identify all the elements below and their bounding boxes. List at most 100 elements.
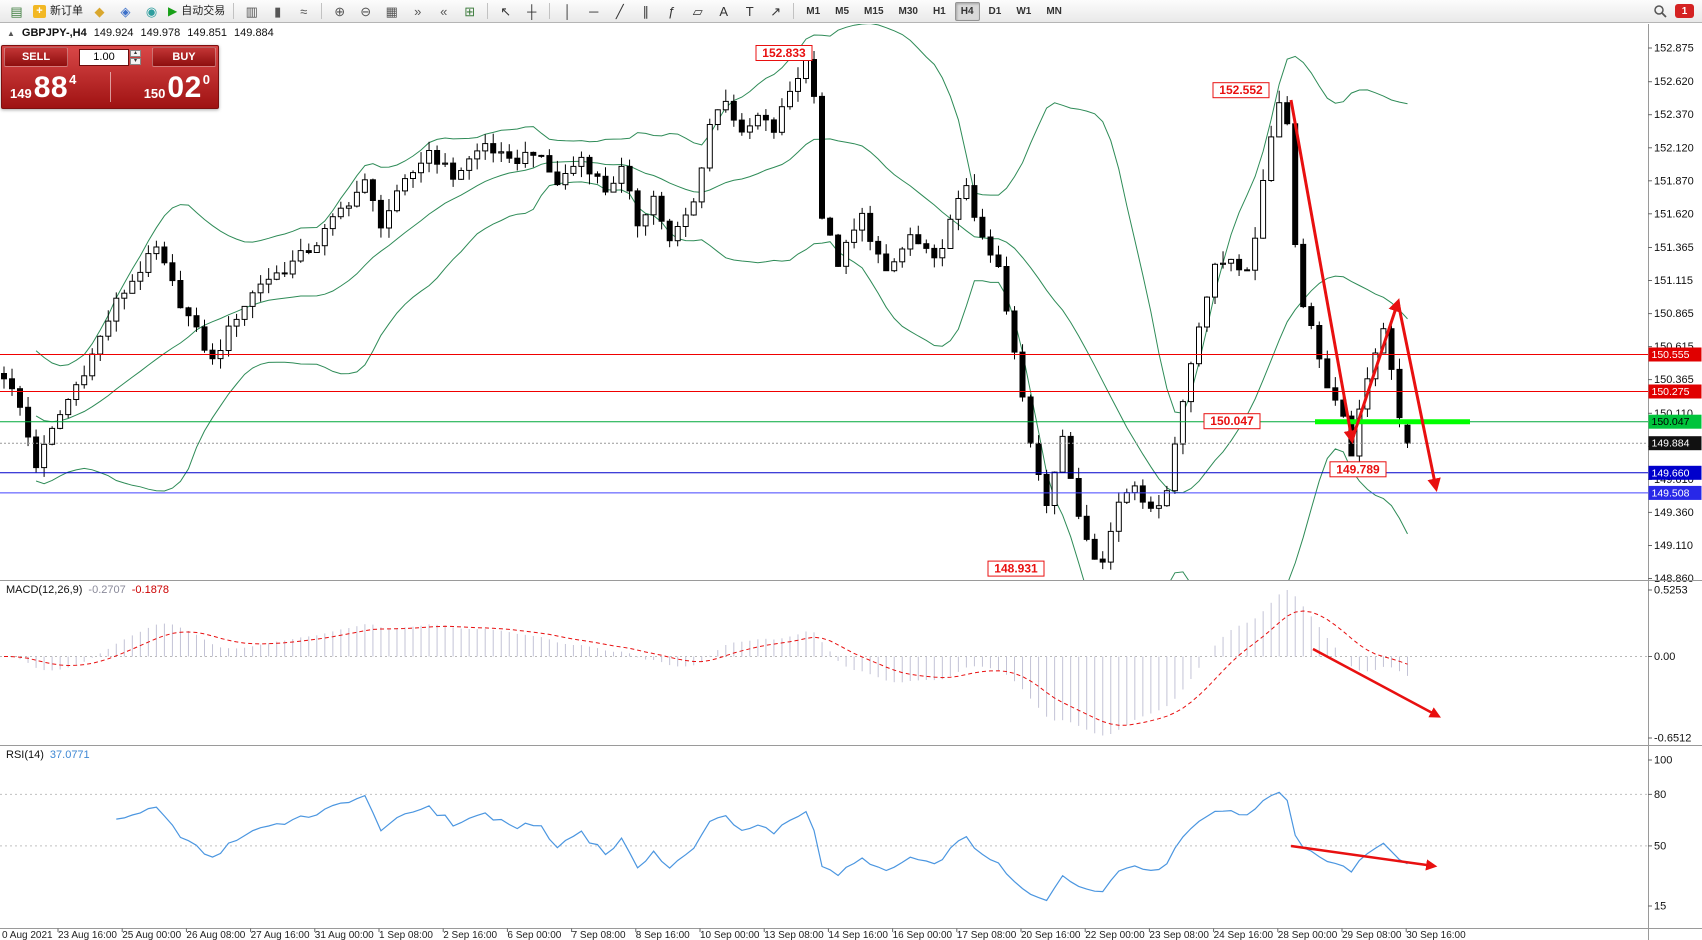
- buy-price[interactable]: 150 02 0: [144, 73, 210, 103]
- trendline-tool-button[interactable]: ╱: [615, 3, 624, 19]
- price-scale[interactable]: 152.875 152.620 152.370 152.120 151.870 151.6…: [1648, 24, 1702, 940]
- timeframe-mn-button[interactable]: MN: [1046, 5, 1062, 17]
- candle: [1051, 471, 1058, 507]
- candle: [1099, 558, 1106, 563]
- text-tool-button[interactable]: A: [719, 3, 729, 19]
- channel-tool-button[interactable]: ∥: [642, 3, 649, 19]
- candle: [1244, 269, 1251, 272]
- candle: [49, 427, 56, 445]
- timeframe-d1-button[interactable]: D1: [988, 5, 1002, 17]
- candle: [634, 190, 641, 227]
- label-tool-button[interactable]: T: [745, 3, 754, 19]
- shapes-tool-button[interactable]: ▱: [692, 3, 703, 19]
- time-tick-label: 16 Sep 00:00: [893, 930, 953, 940]
- trend-arrow[interactable]: [1289, 99, 1357, 444]
- zoom-in-button[interactable]: ⊕: [334, 3, 346, 19]
- market-watch-button[interactable]: ◈: [120, 3, 131, 19]
- timeframe-m15-button[interactable]: M15: [864, 5, 884, 17]
- candle: [514, 157, 521, 164]
- auto-trading-button[interactable]: ▶ 自动交易: [165, 2, 228, 21]
- rsi-trend-arrow[interactable]: [1290, 844, 1438, 871]
- candle: [706, 124, 713, 169]
- candle: [1139, 485, 1146, 503]
- timeframe-m30-button[interactable]: M30: [898, 5, 918, 17]
- sell-price[interactable]: 149 88 4: [10, 73, 76, 103]
- candle: [386, 210, 392, 229]
- strategy-tester-button[interactable]: ◉: [145, 3, 158, 19]
- new-chart-button[interactable]: ▤: [10, 3, 23, 19]
- candle: [746, 125, 753, 133]
- candle: [562, 173, 569, 186]
- candle: [1404, 424, 1411, 444]
- timeframe-h1-button[interactable]: H1: [932, 5, 946, 17]
- price-tick-label: 148.860: [1654, 573, 1694, 585]
- volume-down-button[interactable]: ▾: [130, 57, 141, 65]
- bar-chart-button[interactable]: ▥: [245, 3, 258, 19]
- buy-price-pips: 02: [167, 71, 202, 104]
- indicators-list-button[interactable]: ⊞: [464, 3, 476, 19]
- candle: [795, 78, 801, 92]
- time-tick-label: 13 Sep 08:00: [764, 930, 824, 940]
- search-icon[interactable]: [1647, 2, 1672, 21]
- arrow-tool-button[interactable]: ↗: [770, 3, 782, 19]
- price-callout[interactable]: 149.789: [1329, 461, 1387, 478]
- candle: [762, 114, 769, 121]
- timeframe-h4-button[interactable]: H4: [954, 1, 980, 21]
- candle: [1123, 492, 1130, 503]
- candle: [450, 162, 457, 180]
- zoom-out-button[interactable]: ⊖: [360, 3, 372, 19]
- candle: [281, 272, 288, 275]
- metaeditor-button[interactable]: ◆: [94, 3, 105, 19]
- price-callout[interactable]: 152.833: [755, 45, 813, 61]
- fibonacci-tool-button[interactable]: ƒ: [668, 3, 676, 19]
- volume-input[interactable]: [79, 48, 129, 66]
- macd-trend-arrow[interactable]: [1312, 647, 1441, 718]
- price-tick-label: 152.620: [1654, 76, 1694, 88]
- trend-arrow[interactable]: [1396, 301, 1441, 492]
- line-chart-button[interactable]: ≈: [300, 3, 308, 19]
- time-tick-label: 27 Aug 16:00: [251, 930, 310, 940]
- timeframe-m5-button[interactable]: M5: [835, 5, 850, 17]
- macd-histogram: [11, 590, 1408, 736]
- candlestick-chart-button[interactable]: ▮: [274, 3, 282, 19]
- auto-scroll-button[interactable]: »: [414, 3, 422, 19]
- trend-arrow[interactable]: [1350, 298, 1402, 441]
- svg-text:152.833: 152.833: [762, 46, 806, 60]
- candle: [137, 271, 144, 282]
- horizontal-line-tool-button[interactable]: ─: [589, 3, 599, 19]
- candle: [778, 106, 785, 133]
- one-click-toggle-icon[interactable]: ▲: [7, 28, 15, 38]
- chart-shift-button[interactable]: «: [440, 3, 448, 19]
- candle: [1107, 530, 1114, 563]
- sell-button[interactable]: SELL: [4, 47, 68, 67]
- volume-up-button[interactable]: ▴: [130, 49, 141, 57]
- vertical-line-tool-button[interactable]: │: [563, 3, 572, 19]
- time-tick-label: 20 Sep 16:00: [1021, 930, 1081, 940]
- time-tick-label: 31 Aug 00:00: [315, 930, 374, 940]
- time-scale[interactable]: 0 Aug 2021 23 Aug 16:00 25 Aug 00:00 26 Aug…: [2, 928, 1466, 940]
- time-tick-label: 24 Sep 16:00: [1214, 930, 1274, 940]
- candle: [1268, 136, 1275, 181]
- notification-badge[interactable]: 1: [1675, 4, 1694, 18]
- price-divider: [110, 72, 111, 102]
- crosshair-tool-button[interactable]: ┼: [527, 3, 537, 19]
- candle: [1188, 363, 1194, 403]
- price-tick-label: 151.115: [1654, 275, 1693, 287]
- price-callout[interactable]: 150.047: [1203, 413, 1261, 430]
- candle: [506, 151, 513, 159]
- timeframe-m1-button[interactable]: M1: [806, 5, 821, 17]
- buy-button[interactable]: BUY: [152, 47, 216, 67]
- time-tick-label: 29 Sep 08:00: [1342, 930, 1402, 940]
- candle: [594, 173, 601, 177]
- macd-scale-label: -0.6512: [1654, 733, 1691, 745]
- price-callout[interactable]: 148.931: [987, 560, 1045, 577]
- price-callout[interactable]: 152.552: [1212, 82, 1270, 99]
- candle: [1147, 501, 1154, 509]
- tile-windows-button[interactable]: ▦: [385, 3, 398, 19]
- sell-price-figure: 149: [10, 86, 32, 101]
- candle: [811, 59, 817, 97]
- new-order-button[interactable]: + 新订单: [30, 2, 86, 21]
- timeframe-w1-button[interactable]: W1: [1016, 5, 1032, 17]
- cursor-tool-button[interactable]: ↖: [500, 3, 512, 19]
